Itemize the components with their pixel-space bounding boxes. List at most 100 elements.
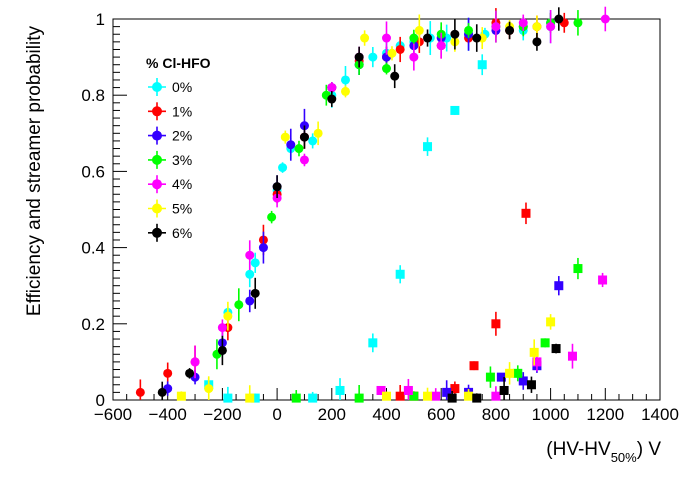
- y-tick-label: 0.8: [81, 86, 105, 105]
- efficiency-point: [395, 44, 405, 54]
- streamer-point: [526, 380, 536, 390]
- efficiency-point: [573, 18, 583, 28]
- x-tick-label: 1400: [641, 405, 679, 424]
- legend-entry: 5%: [148, 199, 192, 218]
- x-axis-label-main: (HV-HV: [546, 439, 611, 460]
- efficiency-point: [546, 22, 556, 32]
- efficiency-point: [157, 387, 167, 397]
- streamer-point: [477, 60, 487, 70]
- series-3pct: [212, 10, 583, 403]
- legend-marker: [152, 82, 162, 92]
- streamer-point: [472, 393, 482, 403]
- streamer-point: [551, 344, 561, 354]
- streamer-point: [245, 393, 255, 403]
- legend-label: 0%: [172, 79, 192, 95]
- efficiency-point: [554, 14, 564, 24]
- streamer-point: [499, 385, 509, 395]
- streamer-point: [521, 208, 531, 218]
- legend-label: 4%: [172, 176, 192, 192]
- legend-entry: 6%: [148, 223, 192, 242]
- efficiency-point: [299, 155, 309, 165]
- legend-label: 1%: [172, 103, 192, 119]
- efficiency-point: [250, 258, 260, 268]
- efficiency-point: [286, 140, 296, 150]
- streamer-point: [546, 317, 556, 327]
- streamer-point: [223, 393, 233, 403]
- legend-entry: 3%: [148, 150, 192, 169]
- series-5pct: [176, 14, 556, 403]
- series-4pct: [190, 6, 610, 401]
- plot-frame: [112, 18, 661, 401]
- streamer-point: [450, 384, 460, 394]
- legend-marker: [152, 130, 162, 141]
- efficiency-point: [340, 75, 350, 85]
- streamer-point: [469, 361, 479, 371]
- efficiency-point: [250, 288, 260, 298]
- y-tick-label: 0: [96, 391, 105, 410]
- efficiency-point: [185, 368, 195, 378]
- x-axis-label-unit: ) V: [637, 439, 662, 460]
- streamer-point: [335, 385, 345, 395]
- efficiency-point: [223, 311, 233, 321]
- efficiency-point: [450, 29, 460, 39]
- efficiency-point: [390, 71, 400, 81]
- streamer-point: [491, 391, 501, 401]
- streamer-point: [423, 142, 433, 152]
- y-axis-label: Efficiency and streamer probability: [24, 26, 45, 317]
- legend-entry: 4%: [148, 175, 192, 194]
- efficiency-point: [163, 368, 173, 378]
- legend-label: 3%: [172, 152, 192, 168]
- streamer-point: [431, 391, 441, 401]
- streamer-point: [447, 393, 457, 403]
- legend-marker: [152, 154, 162, 165]
- legend-entry: 2%: [148, 126, 192, 145]
- efficiency-point: [245, 296, 255, 306]
- legend-label: 2%: [172, 128, 192, 144]
- efficiency-point: [518, 18, 528, 28]
- efficiency-point: [267, 212, 277, 222]
- efficiency-point: [409, 33, 419, 43]
- streamer-point: [505, 368, 515, 378]
- efficiency-point: [354, 52, 364, 62]
- efficiency-point: [299, 132, 309, 142]
- efficiency-point: [327, 94, 337, 104]
- y-tick-label: 0.6: [81, 162, 105, 181]
- series-2pct: [163, 12, 564, 400]
- legend-marker: [152, 106, 162, 117]
- efficiency-point: [217, 345, 227, 355]
- efficiency-point: [409, 52, 419, 62]
- x-tick-label: 1000: [532, 405, 570, 424]
- efficiency-point: [472, 33, 482, 43]
- streamer-point: [573, 264, 583, 274]
- y-tick-label: 0.4: [81, 239, 105, 258]
- streamer-point: [395, 391, 405, 401]
- efficiency-point: [204, 384, 214, 394]
- legend: % Cl-HFO 0% 1% 2% 3% 4% 5% 6%: [146, 55, 211, 242]
- efficiency-point: [217, 323, 227, 333]
- efficiency-point: [414, 25, 424, 35]
- x-axis-label-subscript: 50%: [611, 450, 637, 465]
- streamer-point: [409, 391, 419, 401]
- efficiency-point: [294, 144, 304, 154]
- legend-entry: 1%: [148, 102, 192, 121]
- efficiency-point: [190, 357, 200, 367]
- streamer-point: [368, 338, 378, 348]
- streamer-point: [308, 393, 318, 403]
- streamer-point: [382, 391, 391, 401]
- efficiency-point: [245, 250, 255, 260]
- efficiency-point: [313, 128, 323, 138]
- y-tick-label: 0.2: [81, 315, 105, 334]
- streamer-point: [513, 368, 523, 378]
- efficiency-point: [280, 132, 290, 142]
- efficiency-point: [532, 37, 542, 47]
- efficiency-point: [327, 83, 337, 93]
- streamer-point: [491, 319, 501, 329]
- efficiency-point: [464, 25, 474, 35]
- streamer-point: [423, 391, 433, 401]
- x-tick-label: −200: [203, 405, 241, 424]
- y-tick-label: 1: [96, 10, 105, 29]
- efficiency-point: [600, 14, 610, 24]
- series-6pct: [157, 7, 564, 403]
- streamer-point: [176, 391, 186, 401]
